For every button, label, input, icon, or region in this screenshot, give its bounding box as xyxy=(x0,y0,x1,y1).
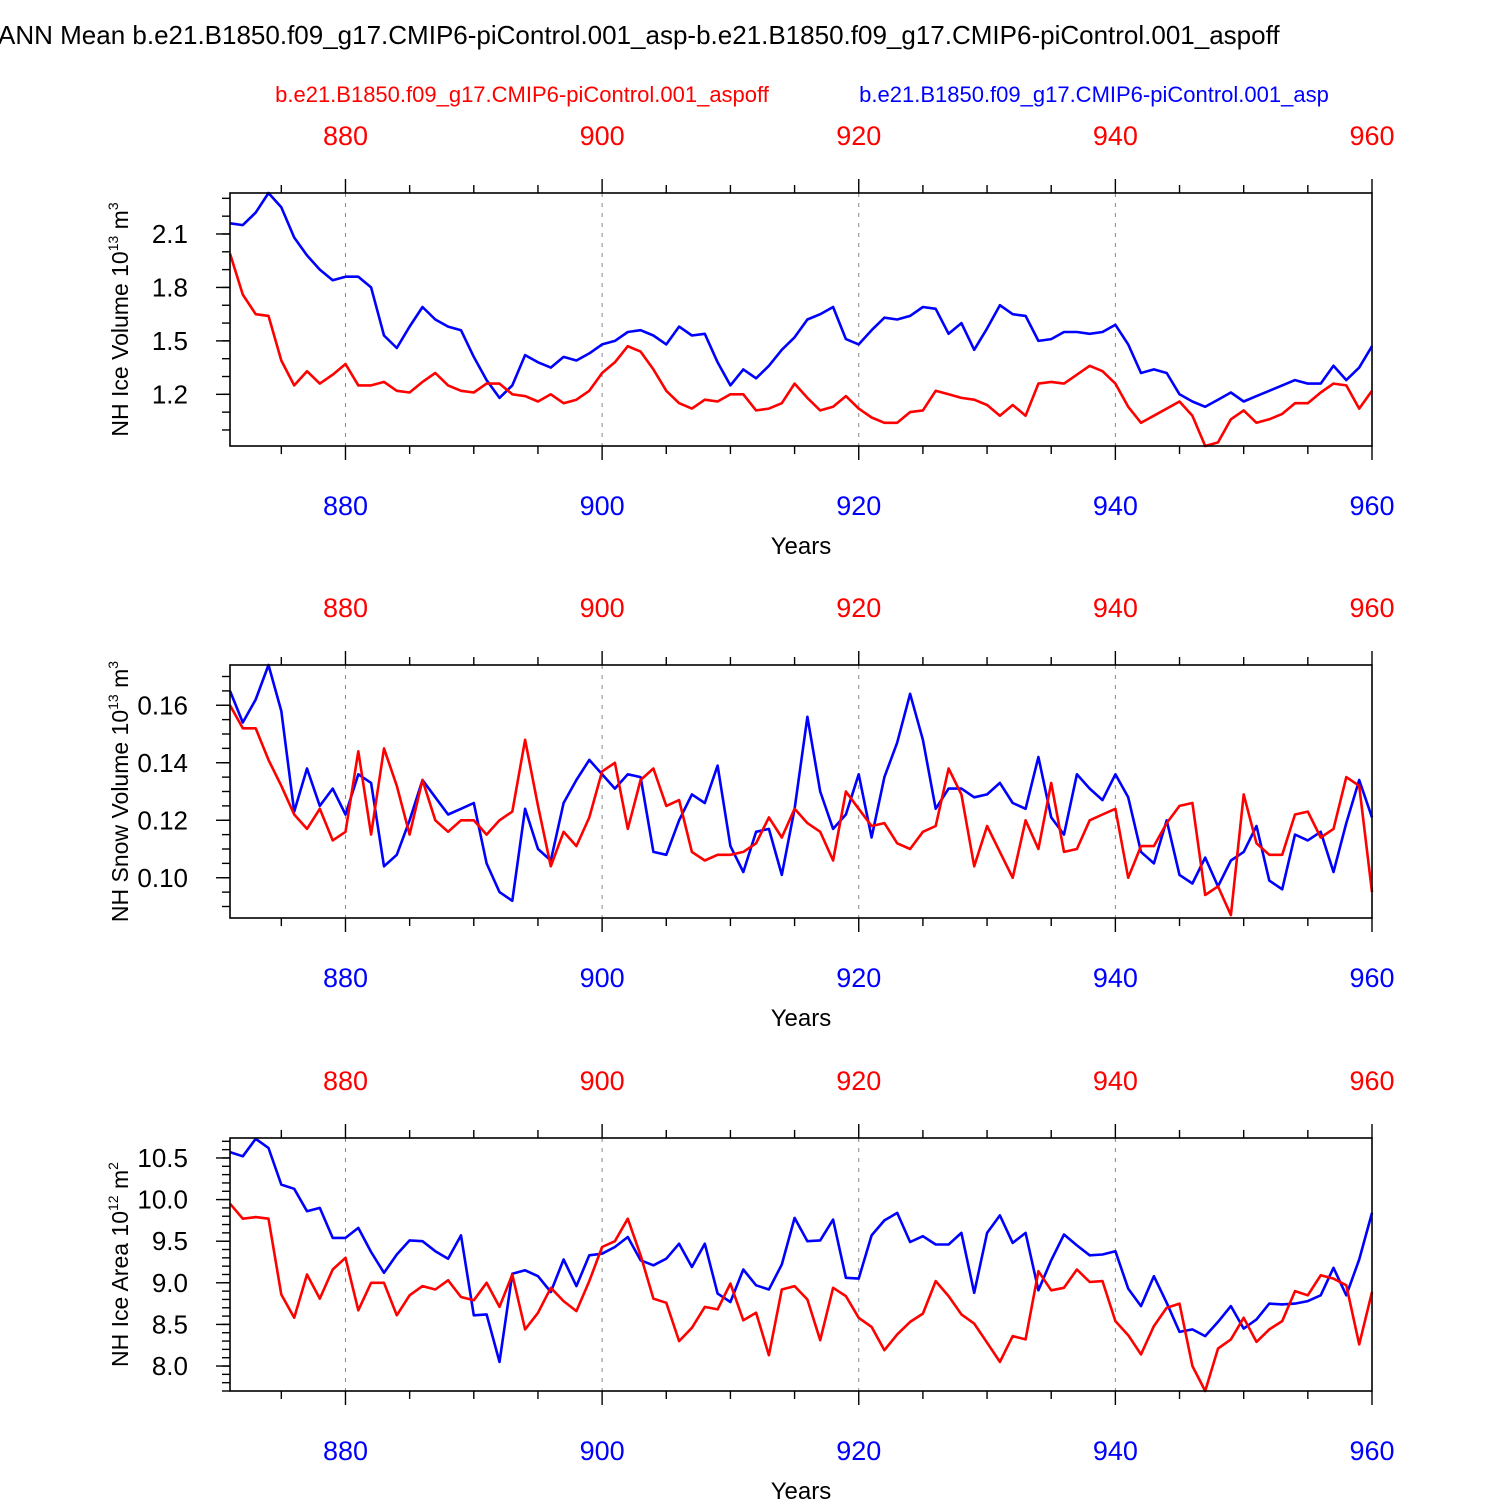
x-tick-label-top: 920 xyxy=(836,1066,881,1096)
x-axis-label: Years xyxy=(771,533,832,560)
x-tick-label-bottom: 960 xyxy=(1349,1436,1394,1466)
y-tick-label: 9.5 xyxy=(152,1226,188,1256)
x-tick-label-bottom: 960 xyxy=(1349,491,1394,521)
x-tick-label-top: 880 xyxy=(323,1066,368,1096)
y-tick-label: 0.14 xyxy=(137,748,188,778)
y-tick-label: 2.1 xyxy=(152,219,188,249)
x-axis-label: Years xyxy=(771,1478,832,1500)
x-tick-label-top: 960 xyxy=(1349,121,1394,151)
x-tick-label-top: 940 xyxy=(1093,121,1138,151)
panel-1: 880 880 900 900 920 920 940 940 960 960 Years 1.2 1.… xyxy=(105,121,1395,560)
plot-frame xyxy=(229,664,1373,919)
x-tick-label-bottom: 920 xyxy=(836,491,881,521)
y-axis-label: NH Ice Area 1012 m2 xyxy=(105,1162,133,1367)
y-tick-label: 10.5 xyxy=(137,1143,188,1173)
y-tick-label: 0.12 xyxy=(137,805,188,835)
x-tick-label-bottom: 880 xyxy=(323,1436,368,1466)
x-tick-label-bottom: 940 xyxy=(1093,491,1138,521)
y-axis-label: NH Snow Volume 1013 m3 xyxy=(105,661,133,922)
x-tick-label-bottom: 900 xyxy=(580,491,625,521)
y-tick-label: 1.8 xyxy=(152,272,188,302)
legend-blue-label: b.e21.B1850.f09_g17.CMIP6-piControl.001_… xyxy=(859,82,1329,107)
x-tick-label-bottom: 920 xyxy=(836,963,881,993)
y-tick-label: 9.0 xyxy=(152,1268,188,1298)
x-tick-label-top: 920 xyxy=(836,121,881,151)
figure-title: ANN Mean b.e21.B1850.f09_g17.CMIP6-piCon… xyxy=(0,20,1280,50)
x-tick-label-top: 880 xyxy=(323,121,368,151)
panel-2: 880 880 900 900 920 920 940 940 960 960 Years 0.10 0… xyxy=(105,593,1395,1032)
x-tick-label-bottom: 940 xyxy=(1093,1436,1138,1466)
x-tick-label-top: 880 xyxy=(323,593,368,623)
x-tick-label-bottom: 960 xyxy=(1349,963,1394,993)
x-tick-label-bottom: 900 xyxy=(580,963,625,993)
x-tick-label-top: 920 xyxy=(836,593,881,623)
series-line-red xyxy=(228,704,1374,917)
y-tick-label: 1.5 xyxy=(152,326,188,356)
x-tick-label-top: 900 xyxy=(580,121,625,151)
legend-red-label: b.e21.B1850.f09_g17.CMIP6-piControl.001_… xyxy=(275,82,770,107)
series-line-blue xyxy=(229,1137,1374,1364)
x-tick-label-bottom: 880 xyxy=(323,491,368,521)
series-line-red xyxy=(228,253,1374,448)
y-axis-label: NH Ice Volume 1013 m3 xyxy=(105,202,133,437)
x-tick-label-top: 900 xyxy=(580,1066,625,1096)
x-tick-label-bottom: 900 xyxy=(580,1436,625,1466)
x-tick-label-bottom: 940 xyxy=(1093,963,1138,993)
x-tick-label-top: 960 xyxy=(1349,1066,1394,1096)
x-tick-label-bottom: 880 xyxy=(323,963,368,993)
y-tick-label: 8.0 xyxy=(152,1351,188,1381)
series-line-red xyxy=(229,1202,1374,1393)
x-tick-label-top: 940 xyxy=(1093,593,1138,623)
plot-frame xyxy=(229,192,1373,447)
panel-3: 880 880 900 900 920 920 940 940 960 960 Years 8.0 8.… xyxy=(105,1066,1395,1500)
x-tick-label-bottom: 920 xyxy=(836,1436,881,1466)
y-tick-label: 0.10 xyxy=(137,863,188,893)
x-tick-label-top: 940 xyxy=(1093,1066,1138,1096)
y-tick-label: 10.0 xyxy=(137,1185,188,1215)
panels: 880 880 900 900 920 920 940 940 960 960 Years 1.2 1.… xyxy=(105,121,1395,1500)
x-tick-label-top: 900 xyxy=(580,593,625,623)
plot-frame xyxy=(229,1137,1373,1392)
y-tick-label: 1.2 xyxy=(152,379,188,409)
x-tick-label-top: 960 xyxy=(1349,593,1394,623)
y-tick-label: 8.5 xyxy=(152,1309,188,1339)
series-line-blue xyxy=(229,191,1374,409)
y-tick-label: 0.16 xyxy=(137,690,188,720)
x-axis-label: Years xyxy=(771,1005,832,1032)
